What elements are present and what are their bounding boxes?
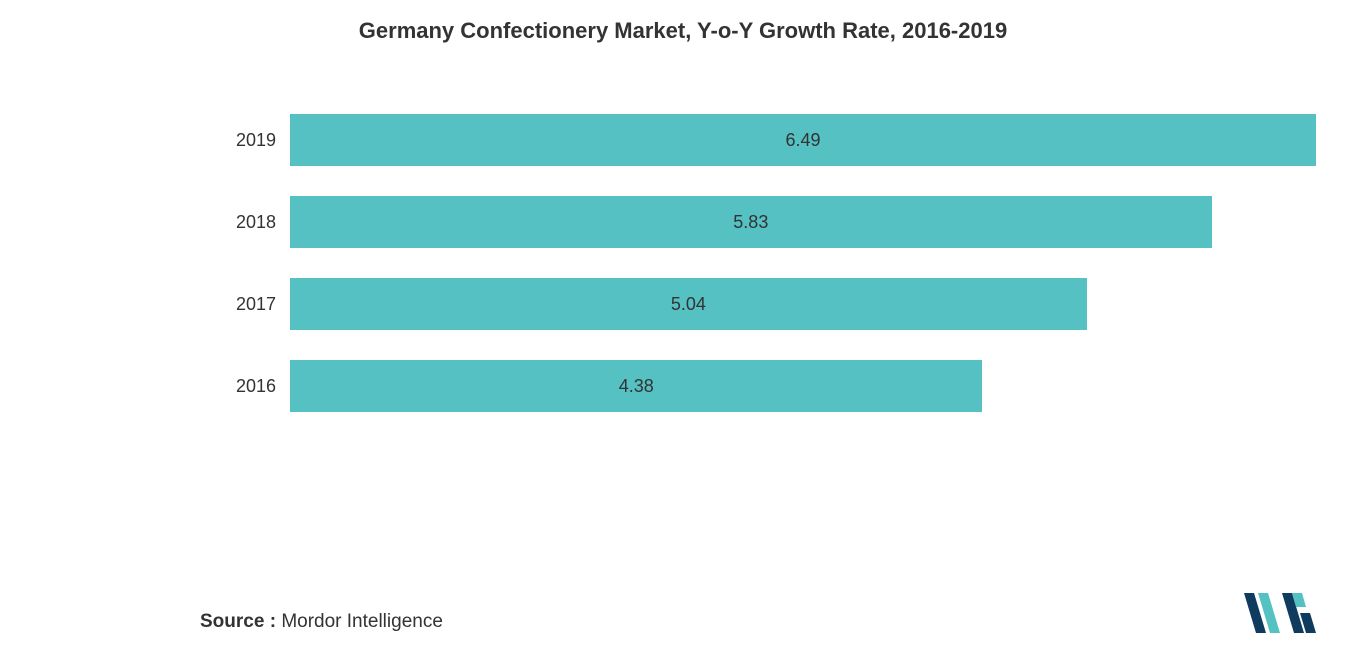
- year-label: 2019: [200, 130, 290, 151]
- bar-value: 4.38: [619, 376, 654, 397]
- year-label: 2016: [200, 376, 290, 397]
- bar-2019: 6.49: [290, 114, 1316, 166]
- bar-row: 2016 4.38: [200, 360, 1316, 412]
- source-value: Mordor Intelligence: [281, 611, 443, 632]
- bar-2016: 4.38: [290, 360, 982, 412]
- bar-value: 6.49: [785, 130, 820, 151]
- bar-track: 5.83: [290, 196, 1316, 248]
- bar-value: 5.83: [733, 212, 768, 233]
- bar-track: 5.04: [290, 278, 1316, 330]
- mordor-logo-icon: [1244, 593, 1316, 633]
- chart-title: Germany Confectionery Market, Y-o-Y Grow…: [50, 18, 1316, 44]
- bar-2018: 5.83: [290, 196, 1212, 248]
- footer: Source : Mordor Intelligence: [200, 593, 1316, 633]
- source-line: Source : Mordor Intelligence: [200, 611, 443, 633]
- bar-row: 2019 6.49: [200, 114, 1316, 166]
- source-label: Source :: [200, 611, 276, 632]
- chart-container: Germany Confectionery Market, Y-o-Y Grow…: [0, 0, 1366, 655]
- bar-track: 4.38: [290, 360, 1316, 412]
- year-label: 2017: [200, 294, 290, 315]
- bar-row: 2017 5.04: [200, 278, 1316, 330]
- bars-area: 2019 6.49 2018 5.83 2017 5.04: [50, 114, 1316, 412]
- year-label: 2018: [200, 212, 290, 233]
- bar-row: 2018 5.83: [200, 196, 1316, 248]
- bar-value: 5.04: [671, 294, 706, 315]
- bar-2017: 5.04: [290, 278, 1087, 330]
- bar-track: 6.49: [290, 114, 1316, 166]
